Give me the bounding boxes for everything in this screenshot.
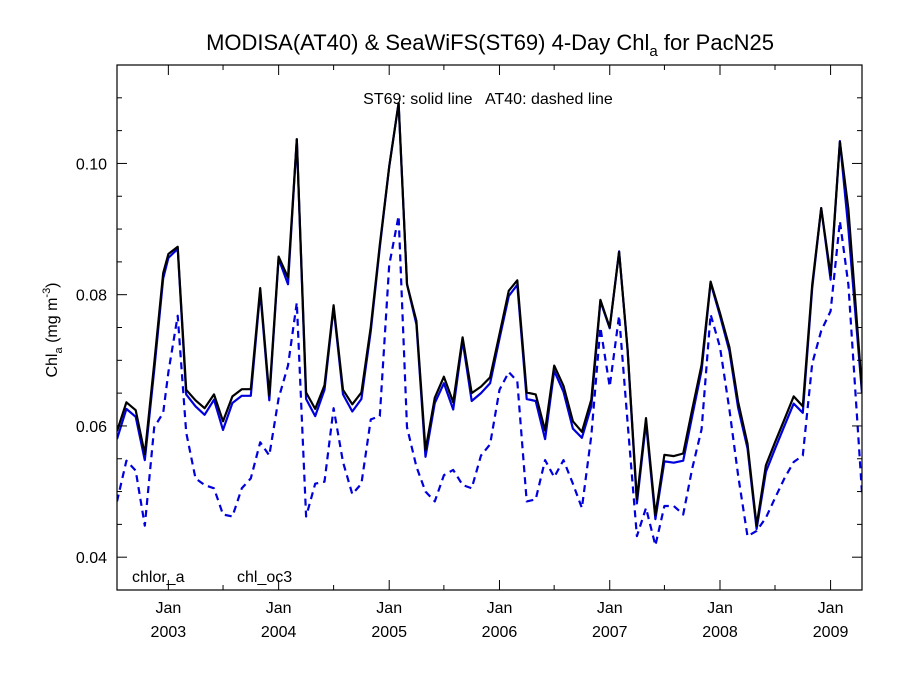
y-axis-label: Chla (mg m-3)	[41, 282, 65, 377]
x-tick-label-month: Jan	[707, 600, 733, 617]
x-tick-label-year: 2006	[482, 624, 518, 641]
x-tick-label-month: Jan	[266, 600, 292, 617]
chart-title: MODISA(AT40) & SeaWiFS(ST69) 4-Day Chla …	[206, 30, 774, 60]
x-tick-label-month: Jan	[487, 600, 513, 617]
plot-frame	[116, 64, 863, 591]
x-tick-label-year: 2009	[813, 624, 849, 641]
y-tick-label: 0.08	[76, 288, 107, 305]
x-tick-label-year: 2008	[702, 624, 738, 641]
x-tick-label-month: Jan	[818, 600, 844, 617]
x-tick-label-month: Jan	[597, 600, 623, 617]
x-tick-label-year: 2003	[151, 624, 187, 641]
series-line-st69-chlor-a	[117, 101, 862, 527]
x-tick-label-month: Jan	[155, 600, 181, 617]
x-tick-label-year: 2005	[371, 624, 407, 641]
y-tick-label: 0.06	[76, 419, 107, 436]
series-line-at40-chl-oc3	[117, 214, 862, 547]
x-tick-label-year: 2007	[592, 624, 628, 641]
y-tick-label: 0.10	[76, 156, 107, 173]
y-tick-label: 0.04	[76, 550, 107, 567]
legend-chlor-a: chlor_a	[132, 569, 185, 586]
x-tick-label-year: 2004	[261, 624, 297, 641]
axis-ticks: 0.04 0.06 0.08 0.10 Jan 2003 Jan 2004 Jan 2005 Jan…	[76, 64, 862, 641]
x-tick-label-month: Jan	[376, 600, 402, 617]
legend-chl-oc3: chl_oc3	[237, 569, 292, 586]
plot-lines	[117, 101, 862, 547]
line-style-annotation: ST69: solid line AT40: dashed line	[363, 91, 613, 108]
